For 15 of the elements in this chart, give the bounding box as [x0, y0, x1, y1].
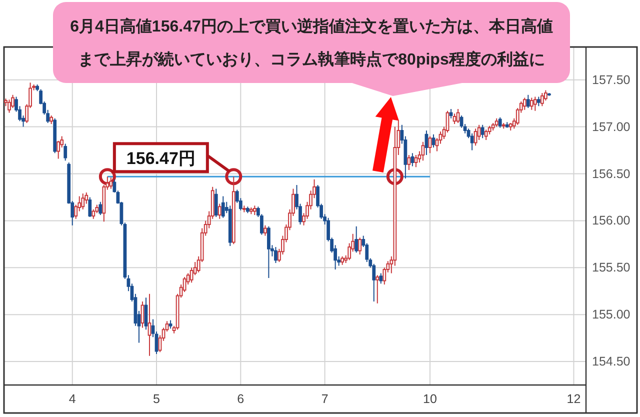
x-tick-label: 10: [423, 392, 437, 406]
y-tick-label: 157.00: [592, 120, 630, 134]
y-tick-label: 155.50: [592, 260, 630, 275]
y-tick-label: 156.00: [592, 214, 630, 228]
annotation: 156.47円: [126, 149, 196, 168]
x-tick-label: 5: [153, 392, 160, 406]
x-tick-label: 12: [566, 392, 581, 406]
x-tick-label: 4: [68, 392, 76, 406]
y-tick-label: 154.50: [592, 354, 630, 369]
y-tick-label: 156.50: [592, 166, 630, 181]
annotation: 6月4日高値156.47円の上で買い逆指値注文を置いた方は、本日高値まで上昇が続いていおり、コラム執筆時点で80pips程度の利益に: [70, 16, 553, 68]
y-tick-label: 155.00: [592, 308, 630, 322]
y-tick-label: 157.50: [592, 72, 630, 87]
x-tick-label: 7: [321, 392, 328, 406]
x-tick-label: 6: [237, 392, 244, 406]
